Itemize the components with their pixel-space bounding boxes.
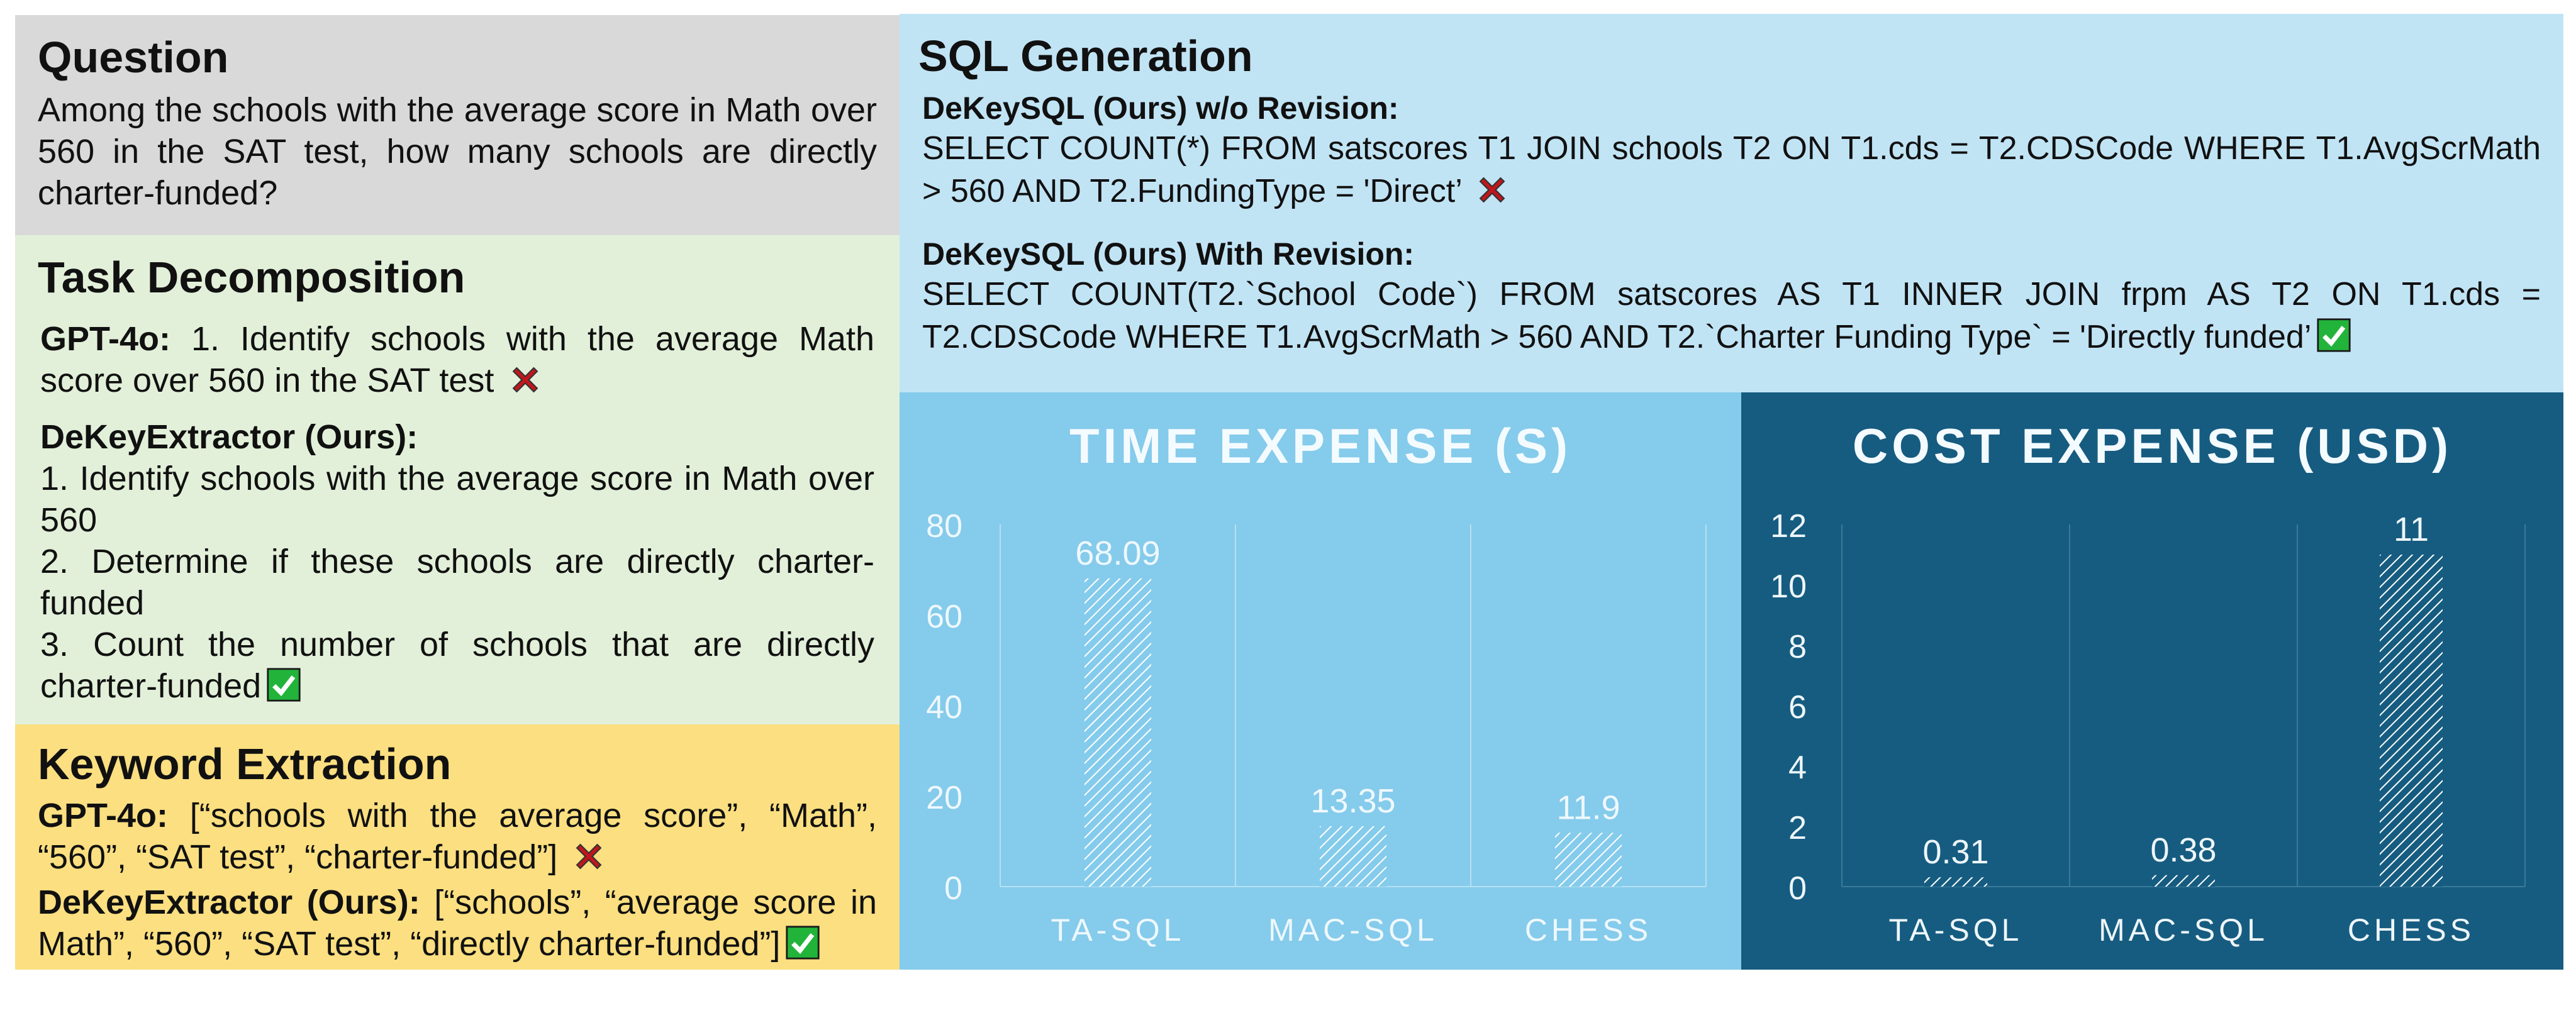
y-tick-label: 6 <box>1788 689 1807 726</box>
bar-chess <box>2380 555 2443 887</box>
ours-keywords-label: DeKeyExtractor (Ours): <box>38 883 420 921</box>
gpt-keywords: GPT-4o: [“schools with the average score… <box>38 795 877 878</box>
decomposition-step-3: 3. Count the number of schools that are … <box>40 624 874 707</box>
keyword-extraction-panel: Keyword Extraction GPT-4o: [“schools wit… <box>15 724 900 970</box>
cross-icon <box>512 367 538 392</box>
decomposition-step-3-text: 3. Count the number of schools that are … <box>40 625 874 705</box>
decomposition-step-2: 2. Determine if these schools are direct… <box>40 542 874 622</box>
cross-icon <box>1479 177 1505 202</box>
gpt-decomposition: GPT-4o: 1. Identify schools with the ave… <box>40 318 874 401</box>
category-label: CHESS <box>2348 912 2475 948</box>
data-label: 68.09 <box>1075 534 1160 572</box>
category-label: MAC-SQL <box>2099 912 2268 948</box>
y-tick-label: 80 <box>926 508 962 545</box>
cost-chart-svg: 0 2 4 6 8 10 12 0.31 TA-SQL 0.38 MAC-SQL 11 CHESS <box>1770 508 2526 948</box>
y-tick-label: 12 <box>1770 508 1807 545</box>
bar-ta-sql <box>1924 877 1987 887</box>
time-chart-title: TIME EXPENSE (S) <box>1069 418 1572 473</box>
task-decomposition-panel: Task Decomposition GPT-4o: 1. Identify s… <box>15 235 900 724</box>
y-tick-label: 4 <box>1788 750 1807 786</box>
without-revision-sql: SELECT COUNT(*) FROM satscores T1 JOIN s… <box>922 127 2541 213</box>
data-label: 0.31 <box>1922 833 1988 871</box>
data-label: 11 <box>2394 511 2429 548</box>
cost-expense-chart: COST EXPENSE (USD) 0 2 4 6 8 10 12 0.31 TA-SQL 0.… <box>1741 392 2563 970</box>
check-icon <box>786 925 820 960</box>
sql-generation-title: SQL Generation <box>918 31 1253 80</box>
with-revision-label: DeKeySQL (Ours) With Revision: <box>922 236 1415 272</box>
question-text: Among the schools with the average score… <box>38 91 877 212</box>
y-tick-label: 2 <box>1788 810 1807 846</box>
category-label: TA-SQL <box>1889 912 2023 948</box>
gpt-keywords-text: [“schools with the average score”, “Math… <box>38 796 877 876</box>
y-tick-label: 60 <box>926 599 962 635</box>
category-label: TA-SQL <box>1051 912 1185 948</box>
gpt-decomposition-text: 1. Identify schools with the average Mat… <box>40 319 874 399</box>
decomposition-step-1: 1. Identify schools with the average sco… <box>40 459 874 539</box>
with-revision-sql-text: SELECT COUNT(T2.`School Code`) FROM sats… <box>922 275 2541 355</box>
bar-ta-sql <box>1084 578 1151 887</box>
bar-mac-sql <box>2152 875 2215 887</box>
without-revision-sql-text: SELECT COUNT(*) FROM satscores T1 JOIN s… <box>922 130 2541 209</box>
y-tick-label: 0 <box>944 870 962 907</box>
y-tick-label: 0 <box>1788 870 1807 907</box>
sql-generation-panel: SQL Generation DeKeySQL (Ours) w/o Revis… <box>900 14 2563 392</box>
time-chart-svg: 0 20 40 60 80 68.09 TA-SQL 13.35 MAC-SQL 11.9 CHES… <box>926 508 1707 948</box>
ours-keywords: DeKeyExtractor (Ours): [“schools”, “aver… <box>38 882 877 965</box>
category-label: CHESS <box>1525 912 1652 948</box>
cross-icon <box>576 843 602 869</box>
time-expense-chart: TIME EXPENSE (S) 0 20 40 60 80 68.09 TA-SQL 13.… <box>900 392 1741 970</box>
gpt-label: GPT-4o: <box>40 319 171 358</box>
check-icon <box>267 667 301 702</box>
bar-mac-sql <box>1320 826 1386 887</box>
gpt-keywords-label: GPT-4o: <box>38 796 169 834</box>
question-panel: Question Among the schools with the aver… <box>15 15 900 235</box>
data-label: 11.9 <box>1556 789 1620 826</box>
y-tick-label: 40 <box>926 689 962 726</box>
ours-keywords-text: [“schools”, “average score in Math”, “56… <box>38 883 878 963</box>
y-tick-label: 10 <box>1770 568 1807 605</box>
keyword-extraction-title: Keyword Extraction <box>38 739 452 789</box>
category-label: MAC-SQL <box>1268 912 1438 948</box>
y-tick-label: 20 <box>926 780 962 816</box>
ours-decomposition-label: DeKeyExtractor (Ours): <box>40 418 418 456</box>
question-title: Question <box>38 33 229 82</box>
data-label: 0.38 <box>2150 831 2216 869</box>
bar-chess <box>1555 833 1622 887</box>
with-revision-sql: SELECT COUNT(T2.`School Code`) FROM sats… <box>922 273 2541 358</box>
y-tick-label: 8 <box>1788 629 1807 665</box>
check-icon <box>2317 318 2351 352</box>
data-label: 13.35 <box>1310 782 1395 820</box>
cost-chart-title: COST EXPENSE (USD) <box>1852 418 2453 473</box>
task-decomposition-title: Task Decomposition <box>38 253 466 302</box>
without-revision-label: DeKeySQL (Ours) w/o Revision: <box>922 90 1399 126</box>
